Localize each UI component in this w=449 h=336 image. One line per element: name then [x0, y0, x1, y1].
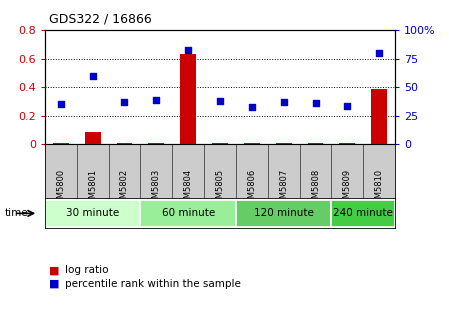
Bar: [331, 200, 395, 227]
Bar: [53, 143, 69, 144]
Bar: [45, 200, 141, 227]
Point: [344, 103, 351, 108]
Point: [376, 50, 383, 56]
Bar: [117, 143, 132, 144]
Text: GSM5807: GSM5807: [279, 169, 288, 209]
Point: [89, 73, 96, 79]
Point: [121, 99, 128, 105]
Text: GSM5801: GSM5801: [88, 169, 97, 209]
Text: ■: ■: [49, 265, 60, 276]
Point: [153, 97, 160, 102]
Text: 30 minute: 30 minute: [66, 208, 119, 218]
Point: [185, 47, 192, 52]
Point: [216, 98, 224, 104]
Point: [57, 102, 64, 107]
Text: time: time: [4, 208, 28, 218]
Bar: [308, 143, 323, 144]
Text: GSM5800: GSM5800: [56, 169, 65, 209]
Bar: [141, 200, 236, 227]
Point: [248, 104, 255, 110]
Bar: [85, 132, 101, 144]
Bar: [236, 200, 331, 227]
Bar: [148, 143, 164, 144]
Bar: [180, 54, 196, 144]
Text: GSM5803: GSM5803: [152, 169, 161, 209]
Text: GSM5808: GSM5808: [311, 169, 320, 209]
Text: log ratio: log ratio: [65, 265, 109, 276]
Text: 60 minute: 60 minute: [162, 208, 215, 218]
Text: GSM5810: GSM5810: [375, 169, 384, 209]
Text: GSM5802: GSM5802: [120, 169, 129, 209]
Text: 240 minute: 240 minute: [333, 208, 393, 218]
Point: [280, 99, 287, 105]
Text: GSM5805: GSM5805: [216, 169, 224, 209]
Text: 120 minute: 120 minute: [254, 208, 313, 218]
Bar: [371, 89, 387, 144]
Bar: [339, 143, 355, 144]
Text: percentile rank within the sample: percentile rank within the sample: [65, 279, 241, 289]
Text: GSM5809: GSM5809: [343, 169, 352, 209]
Bar: [276, 143, 292, 144]
Text: ■: ■: [49, 279, 60, 289]
Text: GSM5806: GSM5806: [247, 169, 256, 209]
Text: GSM5804: GSM5804: [184, 169, 193, 209]
Bar: [212, 143, 228, 144]
Point: [312, 101, 319, 106]
Text: GDS322 / 16866: GDS322 / 16866: [49, 12, 152, 25]
Bar: [244, 143, 260, 144]
